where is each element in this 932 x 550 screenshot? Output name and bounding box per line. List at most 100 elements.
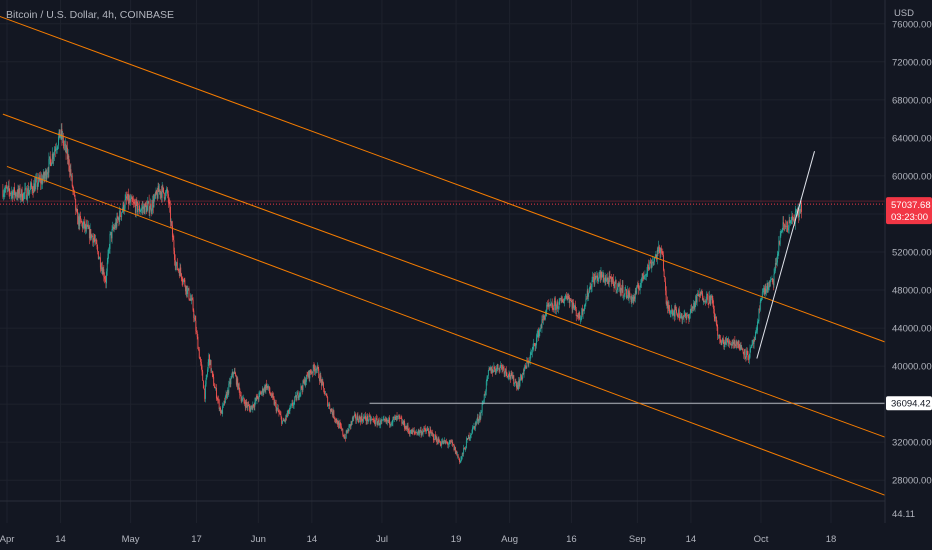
candle bbox=[547, 302, 549, 308]
candle bbox=[281, 420, 283, 425]
candle bbox=[716, 320, 718, 331]
candle bbox=[98, 256, 100, 261]
candle bbox=[244, 399, 246, 412]
candle bbox=[270, 392, 272, 397]
candle bbox=[421, 430, 423, 437]
candle bbox=[77, 212, 79, 230]
candle bbox=[517, 382, 519, 391]
candle bbox=[749, 344, 751, 359]
drawn-trendlines[interactable] bbox=[0, 0, 931, 507]
candle bbox=[531, 346, 533, 358]
candle bbox=[347, 428, 349, 434]
candle bbox=[610, 273, 612, 287]
candle bbox=[448, 442, 449, 449]
candle bbox=[285, 414, 287, 424]
candle bbox=[446, 438, 447, 444]
candle bbox=[588, 292, 590, 301]
candle bbox=[384, 416, 386, 423]
candle bbox=[287, 409, 289, 418]
upper-channel[interactable] bbox=[0, 0, 931, 359]
candle bbox=[181, 277, 183, 286]
candle bbox=[415, 430, 417, 435]
candle bbox=[238, 382, 240, 393]
candle bbox=[441, 438, 443, 449]
candle bbox=[255, 393, 257, 401]
candle bbox=[50, 158, 52, 167]
candle bbox=[587, 288, 589, 300]
candle bbox=[93, 233, 95, 243]
middle-channel[interactable] bbox=[2, 113, 931, 455]
candle bbox=[317, 364, 319, 371]
candle bbox=[244, 398, 246, 406]
lower-channel[interactable] bbox=[6, 165, 914, 507]
candle bbox=[293, 400, 295, 410]
candle bbox=[491, 366, 493, 374]
candle bbox=[629, 287, 631, 298]
candle bbox=[165, 186, 167, 197]
candle bbox=[275, 399, 276, 408]
candle bbox=[584, 303, 586, 310]
rising-trendline[interactable] bbox=[756, 151, 816, 359]
candle bbox=[253, 402, 255, 411]
candle bbox=[686, 312, 688, 320]
candle bbox=[742, 348, 744, 354]
candle bbox=[229, 377, 230, 387]
candle bbox=[57, 144, 59, 150]
candle bbox=[489, 367, 491, 371]
candle bbox=[28, 186, 30, 196]
candle bbox=[385, 416, 387, 424]
candle bbox=[436, 434, 438, 446]
candle bbox=[509, 374, 511, 383]
candle bbox=[16, 192, 18, 201]
candle bbox=[49, 151, 51, 166]
candle bbox=[124, 194, 126, 212]
candle bbox=[495, 368, 497, 376]
candle bbox=[698, 290, 699, 297]
candle bbox=[352, 415, 354, 422]
candle bbox=[411, 429, 413, 434]
candle bbox=[601, 271, 603, 280]
candle bbox=[614, 276, 616, 285]
candle bbox=[387, 419, 389, 424]
candle bbox=[389, 423, 391, 428]
candle bbox=[106, 257, 108, 276]
candle bbox=[70, 163, 72, 181]
candle bbox=[577, 312, 579, 321]
candle bbox=[380, 418, 381, 429]
candle bbox=[511, 371, 513, 379]
candle bbox=[673, 309, 675, 316]
candle bbox=[139, 201, 140, 215]
candle bbox=[658, 244, 660, 254]
candle bbox=[768, 281, 769, 293]
candle bbox=[684, 312, 686, 319]
candle bbox=[306, 371, 308, 376]
candle bbox=[553, 305, 555, 313]
candle bbox=[173, 235, 175, 255]
candle bbox=[190, 295, 192, 302]
candle bbox=[608, 277, 609, 287]
candle bbox=[457, 453, 459, 458]
candle bbox=[540, 323, 542, 329]
candle bbox=[369, 412, 371, 417]
candle bbox=[680, 312, 682, 319]
candle bbox=[505, 367, 506, 377]
candle bbox=[170, 218, 172, 227]
time-tick-label: 14 bbox=[686, 534, 697, 545]
candle bbox=[323, 382, 325, 393]
candle bbox=[160, 190, 162, 201]
candle bbox=[608, 271, 610, 288]
time-axis[interactable]: Apr 14 May 17 Jun 14 Jul 19 Aug 16 Sep 14 Oct 18 bbox=[0, 500, 932, 550]
candle bbox=[704, 300, 706, 304]
candle bbox=[145, 201, 147, 208]
candle bbox=[563, 298, 565, 304]
candle bbox=[117, 212, 119, 224]
candle bbox=[756, 325, 758, 335]
candle bbox=[675, 304, 677, 311]
candle bbox=[733, 338, 734, 349]
candle bbox=[487, 369, 489, 379]
candle bbox=[476, 413, 478, 424]
candle bbox=[435, 431, 436, 441]
candle bbox=[267, 385, 269, 390]
price-axis[interactable]: 76000.00 72000.00 68000.00 64000.00 60000.00… bbox=[884, 0, 932, 550]
